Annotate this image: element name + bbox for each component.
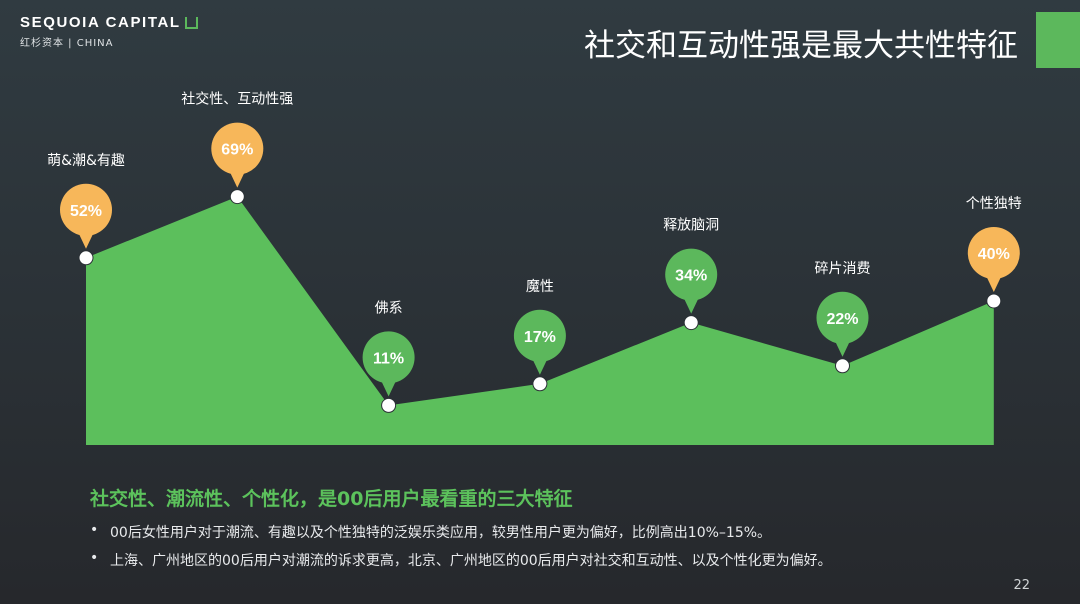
category-label: 萌&潮&有趣 — [47, 153, 125, 169]
category-label: 佛系 — [375, 300, 403, 316]
data-bubble — [665, 248, 718, 301]
headline: 社交性、潮流性、个性化，是00后用户最看重的三大特征 — [90, 488, 573, 510]
page-title: 社交和互动性强是最大共性特征 — [584, 28, 1018, 64]
data-bubble — [362, 331, 415, 384]
data-label: 34% — [675, 268, 707, 285]
logo-sub-en: CHINA — [76, 38, 114, 49]
page-number: 22 — [1013, 578, 1030, 593]
data-bubble — [816, 291, 869, 344]
data-point — [683, 315, 699, 331]
data-label: 40% — [978, 246, 1010, 263]
data-label: 17% — [524, 329, 556, 346]
data-point — [532, 376, 548, 392]
logo: SEQUOIA CAPITAL 红杉资本 | CHINA — [20, 14, 198, 49]
data-label: 52% — [70, 203, 102, 220]
data-point — [835, 358, 850, 374]
data-bubble — [967, 227, 1020, 279]
data-point — [78, 250, 94, 266]
data-label: 11% — [373, 350, 404, 367]
area-series — [86, 196, 994, 445]
data-point — [229, 189, 245, 205]
data-bubble — [211, 122, 264, 175]
category-label: 社交性、互动性强 — [181, 91, 293, 108]
corner-accent — [1036, 12, 1080, 68]
data-bubble — [513, 309, 566, 362]
category-label: 碎片消费 — [815, 261, 871, 277]
category-label: 魔性 — [526, 279, 554, 295]
logo-name: SEQUOIA CAPITAL — [20, 14, 181, 31]
data-label: 69% — [221, 142, 253, 159]
bullet-item: 00后女性用户对于潮流、有趣以及个性独特的泛娱乐类应用，较男性用户更为偏好，比例… — [90, 522, 832, 542]
data-point — [986, 293, 1002, 309]
category-label: 释放脑洞 — [663, 218, 719, 234]
category-label: 个性独特 — [966, 196, 1022, 212]
data-label: 22% — [826, 311, 858, 328]
logo-sub-cn: 红杉资本 — [20, 38, 64, 49]
logo-mark-icon — [184, 16, 198, 29]
data-bubble — [60, 183, 112, 236]
bullet-list: 00后女性用户对于潮流、有趣以及个性独特的泛娱乐类应用，较男性用户更为偏好，比例… — [90, 522, 832, 578]
data-point — [381, 397, 397, 413]
bullet-item: 上海、广州地区的00后用户对潮流的诉求更高，北京、广州地区的00后用户对社交和互… — [90, 550, 832, 570]
